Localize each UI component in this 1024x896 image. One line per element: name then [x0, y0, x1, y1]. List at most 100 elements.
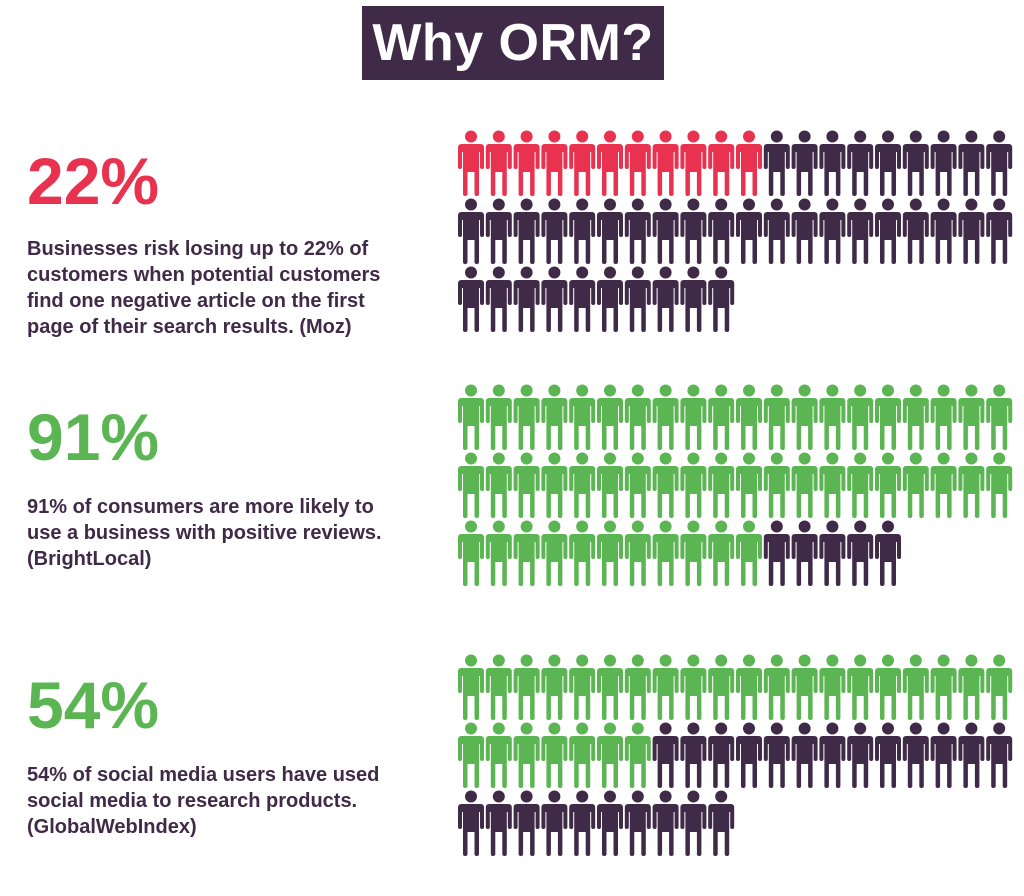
person-icon — [652, 266, 679, 332]
person-icon — [736, 384, 762, 450]
person-icon — [819, 384, 846, 450]
person-icon — [485, 266, 512, 332]
person-icon — [569, 722, 596, 788]
person-icon — [624, 722, 651, 788]
person-icon — [541, 790, 568, 856]
person-icon — [986, 384, 1013, 450]
person-icon — [652, 520, 679, 586]
person-icon — [791, 722, 818, 788]
person-icon — [652, 790, 679, 856]
person-icon — [597, 198, 623, 264]
person-icon — [541, 384, 568, 450]
person-icon — [513, 452, 540, 518]
person-icon — [485, 452, 512, 518]
person-icon — [902, 198, 929, 264]
person-icon — [986, 452, 1013, 518]
person-icon — [902, 722, 929, 788]
person-icon — [597, 654, 623, 720]
person-icon — [958, 722, 985, 788]
person-icon — [513, 654, 540, 720]
person-icon — [569, 452, 596, 518]
stat-description: 54% of social media users have used soci… — [27, 762, 447, 840]
stat-block-moz: 22% Businesses risk losing up to 22% of … — [27, 148, 447, 340]
person-icon — [597, 452, 623, 518]
description-line: use a business with positive reviews. — [27, 522, 382, 544]
person-icon — [791, 198, 818, 264]
person-icon — [875, 520, 901, 586]
person-icon — [541, 266, 568, 332]
person-icon — [569, 266, 596, 332]
person-icon — [736, 722, 762, 788]
person-icon — [569, 790, 596, 856]
person-icon — [458, 198, 484, 264]
person-icon — [597, 790, 623, 856]
person-icon — [541, 452, 568, 518]
person-icon — [513, 130, 540, 196]
person-icon — [485, 384, 512, 450]
person-icon — [513, 198, 540, 264]
person-icon — [736, 452, 762, 518]
person-icon — [513, 722, 540, 788]
stat-description: Businesses risk losing up to 22% of cust… — [27, 236, 447, 340]
person-icon — [680, 654, 707, 720]
person-icon — [458, 790, 484, 856]
person-icon — [930, 654, 957, 720]
person-icon — [902, 384, 929, 450]
person-icon — [819, 520, 846, 586]
person-icon — [624, 520, 651, 586]
person-icon — [986, 722, 1013, 788]
person-icon — [597, 722, 623, 788]
person-icon — [652, 198, 679, 264]
person-icon — [624, 130, 651, 196]
person-icon — [541, 654, 568, 720]
person-icon — [763, 654, 790, 720]
description-line: page of their search results. (Moz) — [27, 316, 352, 338]
person-icon — [513, 520, 540, 586]
person-icon — [819, 722, 846, 788]
person-icon — [763, 520, 790, 586]
people-grid-globalwebindex — [458, 654, 1018, 858]
person-icon — [652, 452, 679, 518]
person-icon — [652, 654, 679, 720]
person-icon — [652, 130, 679, 196]
people-grid-moz — [458, 130, 1018, 334]
person-icon — [847, 130, 874, 196]
stat-block-brightlocal: 91% 91% of consumers are more likely to … — [27, 404, 447, 572]
page-title: Why ORM? — [372, 14, 654, 72]
person-icon — [847, 452, 874, 518]
person-icon — [902, 130, 929, 196]
person-icon — [986, 654, 1013, 720]
person-icon — [513, 384, 540, 450]
person-icon — [541, 722, 568, 788]
person-icon — [458, 520, 484, 586]
person-icon — [736, 654, 762, 720]
person-icon — [680, 722, 707, 788]
person-icon — [763, 452, 790, 518]
description-line: (BrightLocal) — [27, 548, 152, 570]
person-icon — [485, 790, 512, 856]
person-icon — [569, 384, 596, 450]
person-icon — [930, 452, 957, 518]
person-icon — [736, 520, 762, 586]
person-icon — [541, 198, 568, 264]
person-icon — [847, 722, 874, 788]
person-icon — [541, 520, 568, 586]
person-icon — [680, 266, 707, 332]
person-icon — [680, 130, 707, 196]
person-icon — [541, 130, 568, 196]
person-icon — [680, 452, 707, 518]
person-icon — [819, 654, 846, 720]
person-icon — [708, 384, 735, 450]
person-icon — [902, 654, 929, 720]
person-icon — [708, 452, 735, 518]
people-pictogram — [458, 654, 1013, 856]
person-icon — [708, 130, 735, 196]
person-icon — [458, 452, 484, 518]
person-icon — [569, 520, 596, 586]
person-icon — [708, 722, 735, 788]
person-icon — [569, 130, 596, 196]
person-icon — [513, 266, 540, 332]
person-icon — [958, 654, 985, 720]
person-icon — [875, 130, 901, 196]
person-icon — [875, 198, 901, 264]
